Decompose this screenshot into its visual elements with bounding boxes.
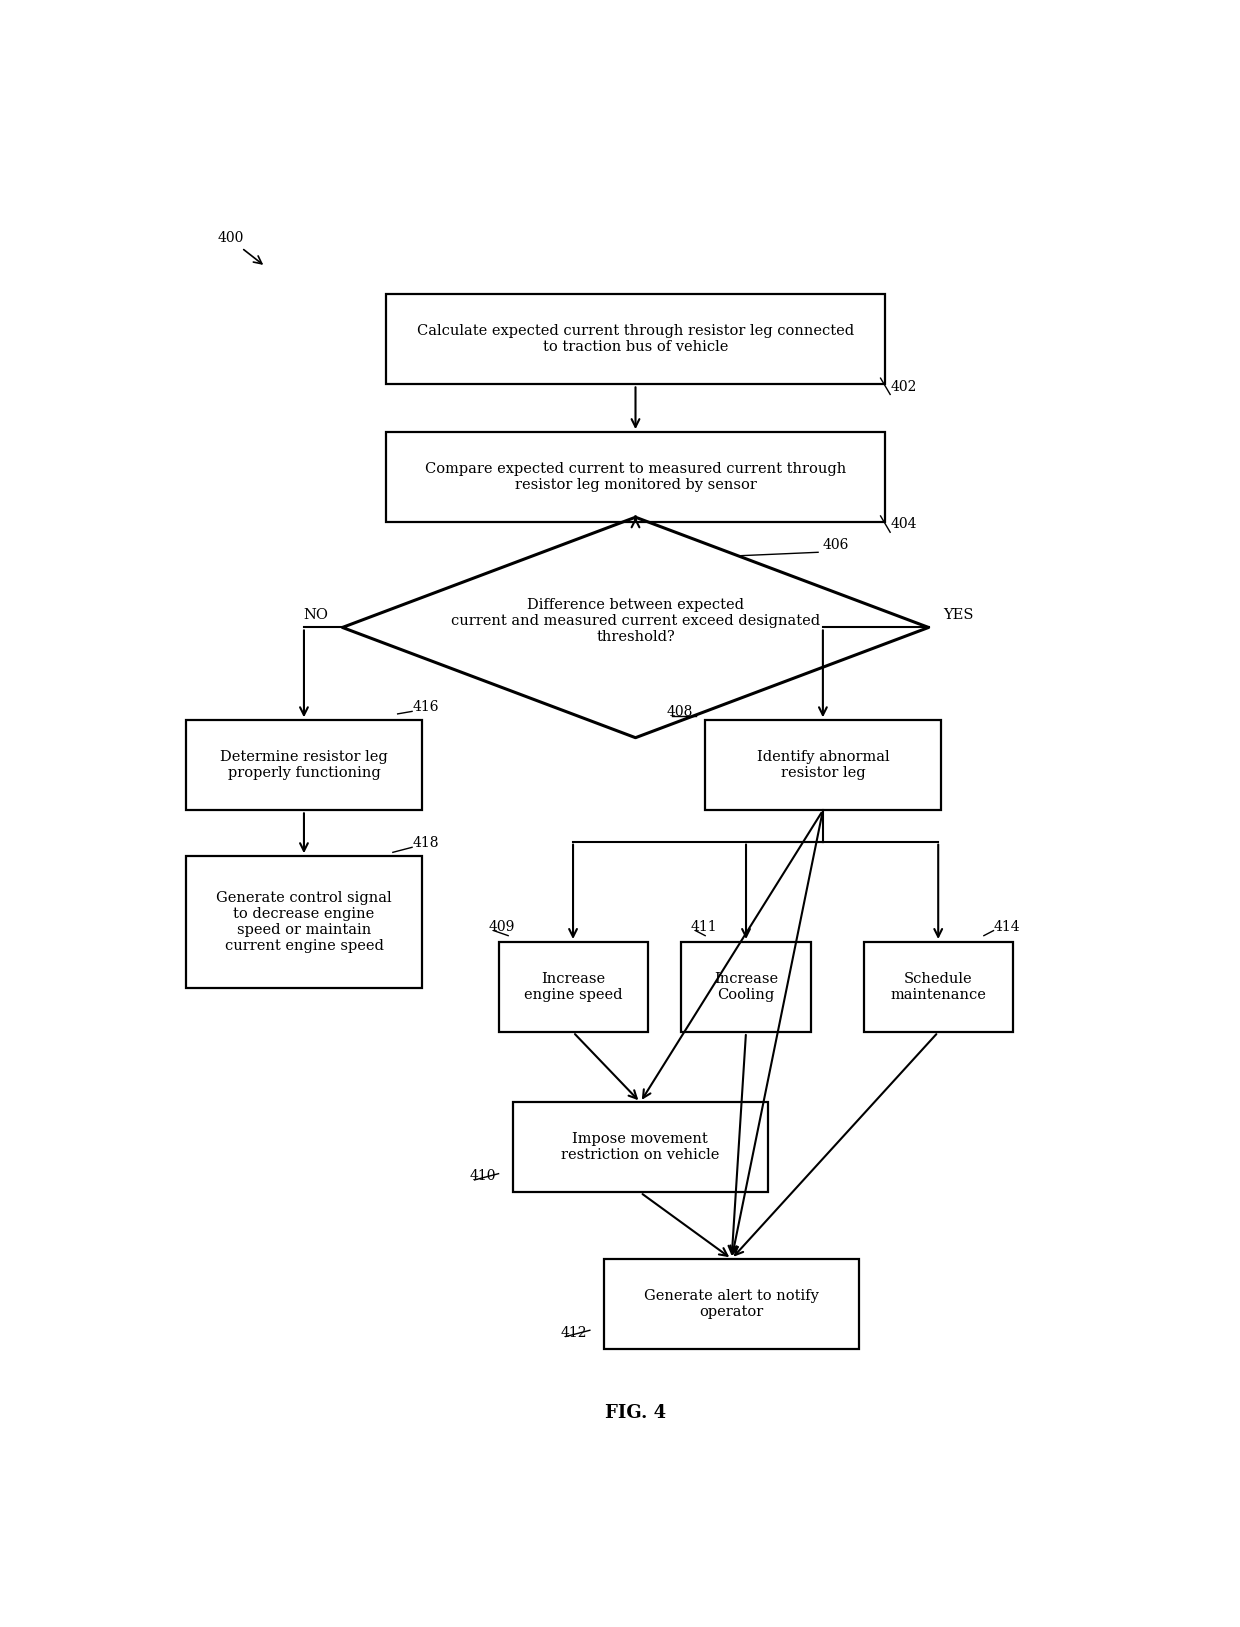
Text: FIG. 4: FIG. 4: [605, 1404, 666, 1422]
Bar: [186, 721, 422, 810]
Bar: [864, 942, 1013, 1032]
Text: Impose movement
restriction on vehicle: Impose movement restriction on vehicle: [562, 1132, 719, 1162]
Bar: [706, 721, 941, 810]
Bar: [498, 942, 647, 1032]
Text: 418: 418: [412, 836, 439, 851]
Text: Difference between expected
current and measured current exceed designated
thres: Difference between expected current and …: [451, 599, 820, 644]
Text: 409: 409: [489, 919, 516, 934]
Text: 410: 410: [470, 1168, 496, 1183]
Bar: [681, 942, 811, 1032]
Text: 402: 402: [890, 379, 916, 394]
Text: Identify abnormal
resistor leg: Identify abnormal resistor leg: [756, 750, 889, 781]
Text: YES: YES: [942, 608, 973, 622]
Text: 411: 411: [691, 919, 718, 934]
Text: 404: 404: [890, 517, 916, 532]
Text: NO: NO: [303, 608, 327, 622]
Bar: [386, 433, 885, 522]
Text: Calculate expected current through resistor leg connected
to traction bus of veh: Calculate expected current through resis…: [417, 324, 854, 355]
Text: 412: 412: [560, 1326, 588, 1339]
Text: Generate control signal
to decrease engine
speed or maintain
current engine spee: Generate control signal to decrease engi…: [216, 890, 392, 953]
Text: Increase
Cooling: Increase Cooling: [714, 971, 777, 1002]
Text: 408: 408: [667, 706, 693, 719]
Text: 400: 400: [217, 231, 244, 244]
Text: Schedule
maintenance: Schedule maintenance: [890, 971, 986, 1002]
Text: Generate alert to notify
operator: Generate alert to notify operator: [644, 1289, 820, 1319]
Bar: [386, 294, 885, 384]
Bar: [186, 856, 422, 988]
Text: Compare expected current to measured current through
resistor leg monitored by s: Compare expected current to measured cur…: [425, 462, 846, 493]
Bar: [513, 1101, 768, 1193]
Text: Determine resistor leg
properly functioning: Determine resistor leg properly function…: [219, 750, 388, 781]
Polygon shape: [342, 517, 929, 737]
Text: 416: 416: [412, 700, 439, 714]
Text: 406: 406: [823, 537, 849, 552]
Bar: [604, 1259, 859, 1349]
Text: 414: 414: [993, 919, 1021, 934]
Text: Increase
engine speed: Increase engine speed: [523, 971, 622, 1002]
